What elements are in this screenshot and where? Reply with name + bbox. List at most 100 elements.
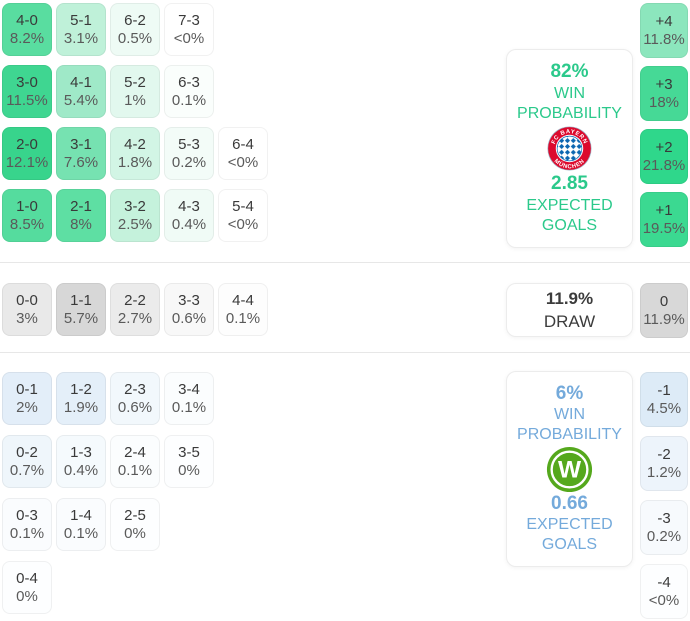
score-cell: 4-2 1.8% (110, 127, 160, 180)
draw-probability-value: 11.9% (545, 289, 594, 309)
score-cell: 2-4 0.1% (110, 435, 160, 488)
goal-diff-probability: 1.2% (646, 464, 682, 481)
away-expected-goals-label: EXPECTED GOALS (526, 516, 613, 553)
score-probability: 0.4% (171, 216, 207, 233)
score-cell: 1-2 1.9% (56, 372, 106, 425)
score-probability: 3.1% (63, 30, 99, 47)
score-probability: 12.1% (5, 154, 49, 171)
section-divider (0, 352, 690, 353)
away-goal-diff-column: -1 4.5% -2 1.2% -3 0.2% -4 <0% (640, 372, 688, 619)
score-probability: 7.6% (63, 154, 99, 171)
score-cell: 0-3 0.1% (2, 498, 52, 551)
home-goal-diff-column: +4 11.8% +3 18% +2 21.8% +1 19.5% (640, 3, 688, 247)
section-divider (0, 262, 690, 263)
score-cell: 4-0 8.2% (2, 3, 52, 56)
score-label: 3-1 (70, 135, 92, 153)
score-probability: 0.4% (63, 462, 99, 479)
crest-letter: W (558, 456, 582, 483)
goal-diff-cell: +1 19.5% (640, 192, 688, 247)
score-label: 0-3 (16, 506, 38, 524)
score-label: 2-3 (124, 380, 146, 398)
home-expected-goals-label: EXPECTED GOALS (526, 197, 613, 234)
score-row: 1-0 8.5% 2-1 8% 3-2 2.5% 4-3 0.4% 5-4 <0… (2, 189, 268, 242)
home-win-score-grid: 4-0 8.2% 5-1 3.1% 6-2 0.5% 7-3 <0% 3-0 1… (2, 3, 268, 242)
draw-panel: 11.9% DRAW (506, 283, 633, 337)
wolfsburg-crest-icon: W (546, 446, 593, 492)
score-label: 6-4 (232, 135, 254, 153)
score-cell: 0-4 0% (2, 561, 52, 614)
score-label: 1-2 (70, 380, 92, 398)
score-cell: 0-2 0.7% (2, 435, 52, 488)
home-expected-goals-value: 2.85 (551, 172, 588, 194)
goal-diff-cell: +4 11.8% (640, 3, 688, 58)
score-probability: 2.5% (117, 216, 153, 233)
score-row: 3-0 11.5% 4-1 5.4% 5-2 1% 6-3 0.1% (2, 65, 268, 118)
goal-diff-probability: 4.5% (646, 400, 682, 417)
home-win-probability-value: 82% (550, 61, 589, 82)
score-cell: 5-1 3.1% (56, 3, 106, 56)
away-win-panel: 6% WIN PROBABILITY W 0.66 EXPECTED GOALS (506, 371, 633, 567)
home-win-panel: 82% WIN PROBABILITY FC BAYERN MÜNCHEN (506, 49, 633, 248)
score-cell: 6-4 <0% (218, 127, 268, 180)
score-label: 4-2 (124, 135, 146, 153)
score-label: 4-1 (70, 73, 92, 91)
score-label: 1-1 (70, 291, 92, 309)
score-label: 0-0 (16, 291, 38, 309)
score-probability: 5.7% (63, 310, 99, 327)
score-probability: 0.6% (171, 310, 207, 327)
score-probability: 5.4% (63, 92, 99, 109)
away-win-score-grid: 0-1 2% 1-2 1.9% 2-3 0.6% 3-4 0.1% 0-2 0.… (2, 372, 214, 614)
score-probability: 0.1% (9, 525, 45, 542)
goal-diff-cell: 0 11.9% (640, 283, 688, 338)
score-probability: 11.5% (6, 92, 48, 109)
score-probability: 2.7% (117, 310, 153, 327)
score-probability: <0% (227, 216, 259, 233)
score-cell: 3-2 2.5% (110, 189, 160, 242)
score-label: 6-3 (178, 73, 200, 91)
score-cell: 1-0 8.5% (2, 189, 52, 242)
goal-diff-cell: +3 18% (640, 66, 688, 121)
score-label: 2-5 (124, 506, 146, 524)
draw-score-grid: 0-0 3% 1-1 5.7% 2-2 2.7% 3-3 0.6% 4-4 0.… (2, 283, 268, 336)
score-probability: 8.5% (9, 216, 45, 233)
score-label: 5-2 (124, 73, 146, 91)
score-cell: 2-3 0.6% (110, 372, 160, 425)
score-cell: 3-4 0.1% (164, 372, 214, 425)
score-label: 3-4 (178, 380, 200, 398)
score-row: 0-4 0% (2, 561, 214, 614)
score-cell: 3-3 0.6% (164, 283, 214, 336)
away-expected-goals-value: 0.66 (551, 492, 588, 514)
goal-diff-probability: 0.2% (646, 528, 682, 545)
score-probability: 0.2% (171, 154, 207, 171)
away-win-probability-label: WIN PROBABILITY (517, 406, 622, 444)
score-cell: 0-0 3% (2, 283, 52, 336)
score-probability: 0.1% (171, 92, 207, 109)
goal-diff-probability: <0% (648, 592, 680, 609)
score-label: 2-4 (124, 443, 146, 461)
score-cell: 7-3 <0% (164, 3, 214, 56)
score-cell: 1-1 5.7% (56, 283, 106, 336)
score-cell: 2-5 0% (110, 498, 160, 551)
goal-diff-probability: 11.8% (643, 31, 685, 48)
score-probability: 0% (16, 588, 38, 605)
score-probability: 8% (70, 216, 92, 233)
score-cell: 1-4 0.1% (56, 498, 106, 551)
score-probability: <0% (173, 30, 205, 47)
score-label: 2-2 (124, 291, 146, 309)
score-row: 2-0 12.1% 3-1 7.6% 4-2 1.8% 5-3 0.2% 6-4… (2, 127, 268, 180)
score-cell: 4-3 0.4% (164, 189, 214, 242)
score-probability: 0.6% (117, 399, 153, 416)
score-label: 3-5 (178, 443, 200, 461)
score-probability: 0.1% (117, 462, 153, 479)
score-label: 4-4 (232, 291, 254, 309)
score-row: 0-0 3% 1-1 5.7% 2-2 2.7% 3-3 0.6% 4-4 0.… (2, 283, 268, 336)
draw-label: DRAW (543, 311, 596, 331)
goal-diff-label: +2 (655, 138, 673, 156)
goal-diff-cell: -1 4.5% (640, 372, 688, 427)
score-cell: 2-0 12.1% (2, 127, 52, 180)
goal-diff-cell: -4 <0% (640, 564, 688, 619)
score-probability: 1% (124, 92, 146, 109)
score-probability: 3% (16, 310, 38, 327)
goal-diff-label: +3 (655, 75, 673, 93)
score-label: 7-3 (178, 11, 200, 29)
